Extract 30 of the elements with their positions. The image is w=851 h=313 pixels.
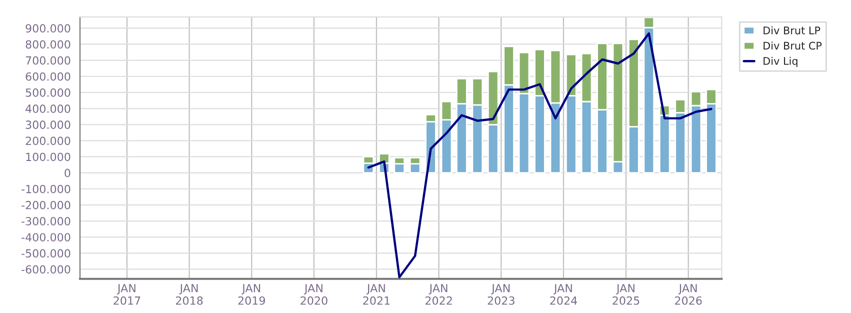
y-tick-label: -100.000: [22, 184, 70, 194]
line-series: [367, 32, 712, 278]
x-tick-label: JAN 2022: [425, 284, 452, 305]
y-tick-label: -300.000: [22, 216, 70, 226]
x-tick-label: JAN 2021: [363, 284, 390, 305]
y-tick-label: 300.000: [26, 120, 70, 129]
x-tick-label: JAN 2026: [675, 284, 702, 305]
y-tick-label: 0: [64, 168, 70, 178]
x-tick-label: JAN 2017: [114, 284, 140, 305]
x-tick-label: JAN 2023: [488, 284, 514, 305]
legend-label: Div Brut CP: [764, 42, 822, 50]
x-tick-label: JAN 2020: [300, 284, 328, 305]
x-tick-label: JAN 2019: [238, 284, 265, 305]
y-tick-label: 800.000: [26, 40, 70, 49]
y-tick-label: 700.000: [26, 56, 70, 65]
legend-label: Div Liq: [764, 56, 798, 67]
legend-label: Div Brut LP: [764, 26, 820, 34]
y-tick-label: -400.000: [22, 233, 70, 242]
x-tick-label: JAN 2018: [176, 284, 203, 305]
y-tick-label: -200.000: [22, 200, 70, 210]
y-tick-label: 500.000: [26, 88, 70, 97]
x-tick-label: JAN 2025: [612, 284, 640, 305]
y-tick-label: 600.000: [26, 72, 70, 81]
y-tick-label: -600.000: [22, 265, 70, 274]
y-tick-label: 400.000: [26, 104, 70, 113]
y-tick-label: 200.000: [26, 136, 70, 146]
x-tick-label: JAN 2024: [550, 284, 578, 305]
y-tick-label: 100.000: [26, 152, 70, 162]
y-tick-label: 900.000: [26, 24, 70, 33]
y-tick-label: -500.000: [22, 249, 70, 258]
